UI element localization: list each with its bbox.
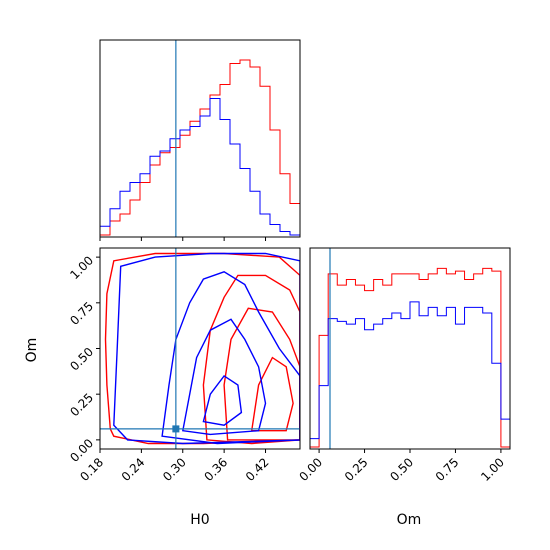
joint-x-tick-label-3: 0.36: [201, 455, 230, 484]
joint-y-tick-label-4: 1.00: [67, 253, 96, 282]
contour-series-2-level-3: [181, 318, 267, 436]
contour-lines: [104, 252, 300, 445]
contour-series-1-level-2: [202, 274, 300, 445]
om-histogram-frame: [309, 247, 511, 450]
joint-x-tick-label-1: 0.24: [119, 455, 148, 484]
joint-y-tick-label-2: 0.50: [67, 345, 96, 374]
om-histogram-series-1: [310, 267, 510, 448]
joint-x-tick-label-4: 0.42: [243, 455, 272, 484]
contour-series-1-level-1: [104, 252, 300, 445]
om-x-tick-label-4: 1.00: [478, 455, 507, 484]
om-histogram-series-2: [310, 301, 510, 440]
h0-om-contour-panel: 0.18 0.24 0.30 0.36 0.420.000.250.500.751.00: [67, 247, 301, 484]
joint-truth-marker: [172, 425, 180, 433]
contour-series-1-level-4: [250, 356, 294, 432]
x-axis-label-h0: H0: [190, 512, 209, 528]
h0-histogram-series-2: [100, 98, 300, 236]
om-x-tick-label-2: 0.50: [387, 455, 416, 484]
om-marginal-histogram: 0.00 0.25 0.50 0.75 1.00: [296, 247, 511, 484]
contour-series-1-level-3: [223, 307, 300, 441]
om-x-tick-label-3: 0.75: [433, 455, 462, 484]
h0-histogram-series-1: [100, 59, 300, 236]
h0-marginal-histogram: [99, 39, 301, 241]
joint-x-tick-label-2: 0.30: [160, 455, 189, 484]
contour-series-2-level-2: [161, 271, 300, 445]
om-x-tick-label-0: 0.00: [296, 455, 325, 484]
joint-y-tick-label-3: 0.75: [67, 299, 96, 328]
h0-histogram-frame: [99, 39, 301, 238]
joint-y-tick-label-1: 0.25: [67, 390, 96, 419]
contour-series-2-level-1: [113, 252, 300, 445]
x-axis-label-om: Om: [397, 512, 422, 528]
contour-series-2-level-4: [202, 374, 243, 426]
y-axis-label-om: Om: [24, 338, 40, 363]
om-x-tick-label-1: 0.25: [342, 455, 371, 484]
